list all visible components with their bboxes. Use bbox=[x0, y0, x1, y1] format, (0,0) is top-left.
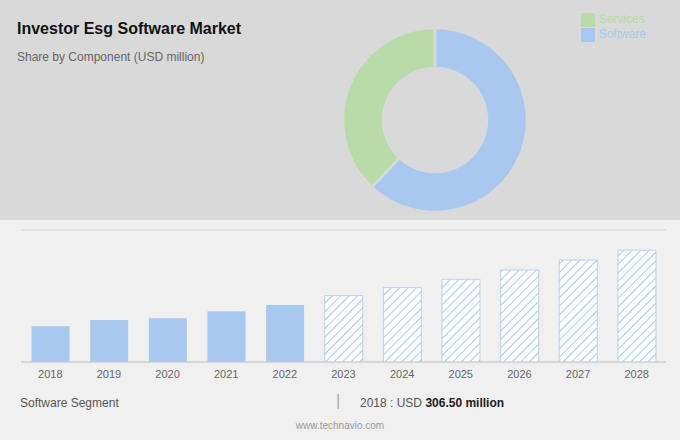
html-text:Software Segment: Software Segment bbox=[20, 396, 119, 410]
html-text:Share by Component (USD millio: Share by Component (USD million) bbox=[17, 50, 205, 64]
svg-text:2020: 2020 bbox=[155, 368, 179, 380]
svg-text:2024: 2024 bbox=[390, 368, 414, 380]
svg-text:2027: 2027 bbox=[566, 368, 590, 380]
svg-text:2022: 2022 bbox=[273, 368, 297, 380]
svg-text:2023: 2023 bbox=[331, 368, 355, 380]
svg-text:2019: 2019 bbox=[97, 368, 121, 380]
svg-text:2021: 2021 bbox=[214, 368, 238, 380]
html-text:Software: Software bbox=[598, 26, 646, 41]
html-text:2018 : USD 306.50 million: 2018 : USD 306.50 million bbox=[360, 396, 505, 410]
svg-text:2025: 2025 bbox=[449, 368, 473, 380]
html-text:www.technavio.com: www.technavio.com bbox=[295, 420, 385, 431]
svg-text:2028: 2028 bbox=[624, 368, 648, 380]
html-text:Investor Esg Software Market: Investor Esg Software Market bbox=[17, 20, 242, 37]
html-text:Services: Services bbox=[598, 12, 645, 26]
svg-text:2026: 2026 bbox=[507, 368, 531, 380]
svg-text:2018: 2018 bbox=[38, 368, 62, 380]
